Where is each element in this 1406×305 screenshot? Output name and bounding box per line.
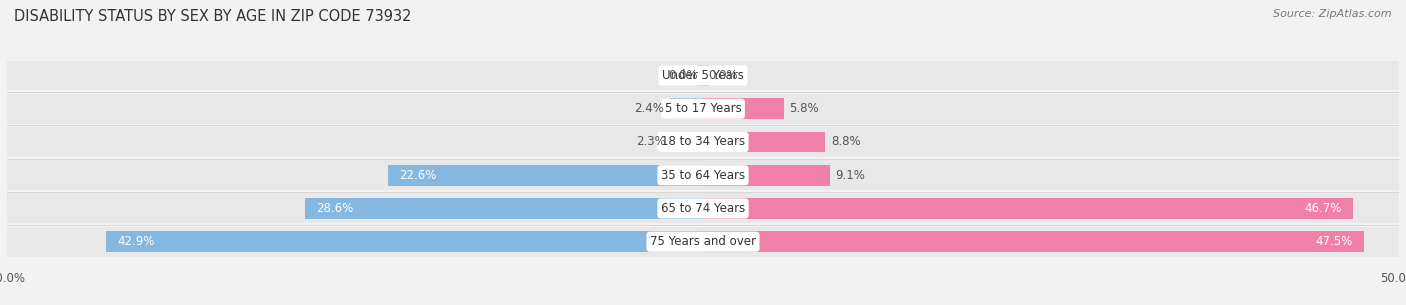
Bar: [671, 132, 703, 152]
Bar: [703, 231, 1364, 252]
Bar: [7, 94, 1399, 124]
Bar: [105, 231, 703, 252]
Bar: [703, 165, 830, 185]
Text: 28.6%: 28.6%: [316, 202, 353, 215]
Bar: [305, 198, 703, 219]
Text: 0.0%: 0.0%: [668, 69, 697, 82]
Bar: [703, 198, 1353, 219]
Text: 46.7%: 46.7%: [1305, 202, 1341, 215]
Text: 35 to 64 Years: 35 to 64 Years: [661, 169, 745, 182]
Bar: [7, 160, 1399, 190]
Bar: [703, 132, 825, 152]
Text: 2.4%: 2.4%: [634, 102, 664, 115]
Text: 22.6%: 22.6%: [399, 169, 437, 182]
Bar: [7, 193, 1399, 223]
Text: 42.9%: 42.9%: [117, 235, 155, 248]
Text: 65 to 74 Years: 65 to 74 Years: [661, 202, 745, 215]
Bar: [7, 227, 1399, 257]
Text: 5 to 17 Years: 5 to 17 Years: [665, 102, 741, 115]
Text: Source: ZipAtlas.com: Source: ZipAtlas.com: [1274, 9, 1392, 19]
Bar: [703, 99, 783, 119]
Bar: [703, 65, 709, 86]
Bar: [697, 65, 703, 86]
Text: 8.8%: 8.8%: [831, 135, 860, 149]
Text: 2.3%: 2.3%: [636, 135, 665, 149]
Text: Under 5 Years: Under 5 Years: [662, 69, 744, 82]
Text: 47.5%: 47.5%: [1316, 235, 1353, 248]
Bar: [669, 99, 703, 119]
Text: 18 to 34 Years: 18 to 34 Years: [661, 135, 745, 149]
Text: 5.8%: 5.8%: [789, 102, 818, 115]
Bar: [7, 61, 1399, 91]
Bar: [7, 127, 1399, 157]
Text: 0.0%: 0.0%: [709, 69, 738, 82]
Text: DISABILITY STATUS BY SEX BY AGE IN ZIP CODE 73932: DISABILITY STATUS BY SEX BY AGE IN ZIP C…: [14, 9, 412, 24]
Text: 75 Years and over: 75 Years and over: [650, 235, 756, 248]
Text: 9.1%: 9.1%: [835, 169, 865, 182]
Bar: [388, 165, 703, 185]
